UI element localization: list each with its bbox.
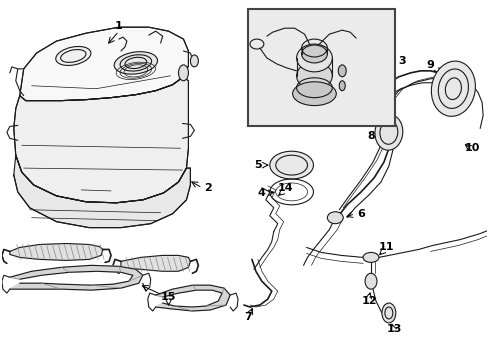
Text: 15: 15 bbox=[161, 292, 176, 302]
Ellipse shape bbox=[296, 62, 332, 90]
Text: 6: 6 bbox=[356, 209, 364, 219]
Ellipse shape bbox=[269, 151, 313, 179]
Text: 7: 7 bbox=[244, 312, 251, 322]
Polygon shape bbox=[121, 255, 190, 271]
Text: 1: 1 bbox=[115, 21, 122, 31]
Ellipse shape bbox=[362, 252, 378, 262]
Ellipse shape bbox=[430, 61, 474, 116]
Polygon shape bbox=[10, 265, 142, 290]
Text: 12: 12 bbox=[361, 296, 376, 306]
Polygon shape bbox=[14, 77, 188, 203]
Text: 8: 8 bbox=[366, 131, 374, 141]
Ellipse shape bbox=[301, 45, 326, 63]
Ellipse shape bbox=[326, 212, 343, 224]
Text: 2: 2 bbox=[204, 183, 212, 193]
Text: 13: 13 bbox=[386, 324, 402, 334]
Ellipse shape bbox=[56, 46, 91, 66]
Text: 3: 3 bbox=[397, 56, 405, 66]
FancyBboxPatch shape bbox=[247, 9, 394, 126]
Polygon shape bbox=[14, 155, 190, 228]
Ellipse shape bbox=[296, 44, 332, 72]
Ellipse shape bbox=[338, 65, 346, 77]
Text: 5: 5 bbox=[254, 160, 261, 170]
Ellipse shape bbox=[190, 55, 198, 67]
Ellipse shape bbox=[292, 82, 336, 105]
Ellipse shape bbox=[381, 303, 395, 323]
Text: 4: 4 bbox=[257, 188, 265, 198]
Text: 10: 10 bbox=[464, 143, 479, 153]
Ellipse shape bbox=[178, 65, 188, 81]
Ellipse shape bbox=[339, 81, 345, 91]
Polygon shape bbox=[10, 243, 103, 260]
Ellipse shape bbox=[374, 114, 402, 150]
Polygon shape bbox=[155, 285, 230, 311]
Polygon shape bbox=[20, 27, 188, 100]
Ellipse shape bbox=[114, 52, 157, 74]
Text: 14: 14 bbox=[277, 183, 293, 193]
Text: 11: 11 bbox=[378, 243, 394, 252]
Text: 9: 9 bbox=[426, 60, 434, 70]
Ellipse shape bbox=[365, 273, 376, 289]
